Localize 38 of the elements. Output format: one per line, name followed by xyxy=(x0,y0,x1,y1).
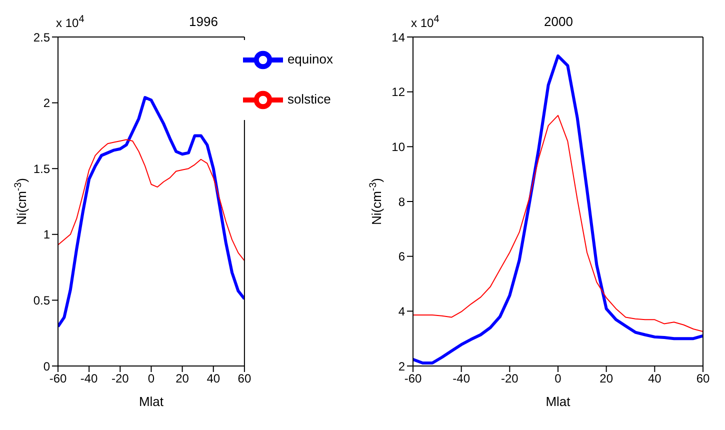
chart-title: 2000 xyxy=(544,14,573,29)
line-series xyxy=(58,139,244,262)
x-tick-label: -60 xyxy=(404,372,422,386)
x-tick-label: 40 xyxy=(648,372,662,386)
line-series xyxy=(58,96,244,328)
x-tick-label: 60 xyxy=(238,372,252,386)
y-tick-label: 1 xyxy=(43,228,50,242)
x-tick-label: 20 xyxy=(600,372,614,386)
x-tick-label: 0 xyxy=(554,372,562,386)
x-tick-label: -40 xyxy=(80,372,98,386)
x-axis-title: Mlat xyxy=(138,394,164,409)
y-tick-label: 2 xyxy=(398,359,406,374)
x-tick-label: 20 xyxy=(176,372,190,386)
x-tick-label: -40 xyxy=(452,372,470,386)
y-tick-label: 0 xyxy=(43,359,50,374)
x-tick-label: 60 xyxy=(696,372,710,386)
y-tick-label: 4 xyxy=(398,304,406,318)
y-tick-label: 2 xyxy=(43,96,50,110)
y-tick-label: 1.5 xyxy=(33,162,50,176)
text: x 10$^{4}$ xyxy=(56,14,84,30)
y-tick-label: 2.5 xyxy=(33,30,50,44)
x-tick-label: -60 xyxy=(49,372,67,386)
y-tick-label: 12 xyxy=(392,85,406,100)
x-axis-title: Mlat xyxy=(546,394,571,409)
line-series xyxy=(413,114,703,332)
y-tick-label: 10 xyxy=(392,140,406,154)
chart-title: 1996 xyxy=(189,14,218,29)
x-tick-label: 40 xyxy=(206,372,220,386)
legend-label: solstice xyxy=(287,91,331,106)
y-tick-label: 14 xyxy=(392,30,406,44)
x-tick-label: 0 xyxy=(148,372,155,386)
x-tick-label: -20 xyxy=(500,372,519,386)
y-tick-label: 6 xyxy=(398,250,406,264)
text: x 10$^{4}$ xyxy=(411,14,440,30)
x-tick-label: -20 xyxy=(111,372,130,386)
y-tick-label: 8 xyxy=(398,194,406,209)
legend-label: equinox xyxy=(287,51,333,66)
y-tick-label: 0.5 xyxy=(33,293,50,308)
